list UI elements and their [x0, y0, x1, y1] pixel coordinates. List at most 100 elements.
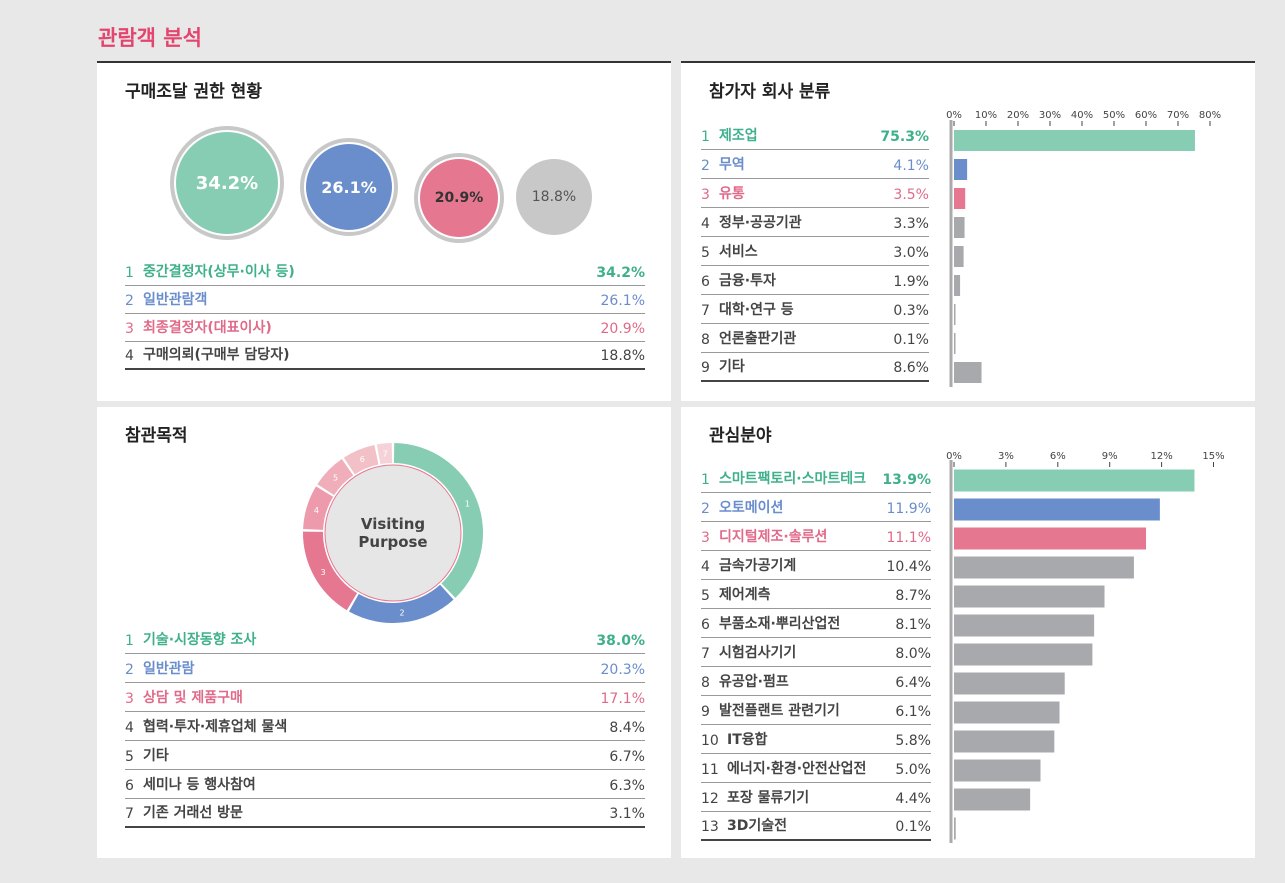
row-value: 8.0%	[895, 646, 931, 662]
purpose-row: 6 세미나 등 행사참여 6.3%	[125, 770, 645, 799]
bar	[954, 130, 1195, 151]
interest-row: 7 시험검사기기 8.0%	[701, 638, 931, 667]
company-title: 참가자 회사 분류	[709, 82, 831, 102]
row-number: 9	[701, 704, 710, 720]
row-label: 일반관람객	[143, 292, 208, 308]
row-value: 6.1%	[895, 704, 931, 720]
bubble-3: 20.9%	[420, 159, 498, 237]
row-number: 3	[125, 321, 134, 337]
bar	[954, 672, 1065, 695]
row-label: 금속가공기계	[719, 558, 797, 574]
interest-row: 11 에너지·환경·안전산업전 5.0%	[701, 754, 931, 783]
authority-row: 1 중간결정자(상무·이사 등) 34.2%	[125, 258, 645, 286]
row-label: 기술·시장동향 조사	[143, 632, 257, 648]
row-number: 3	[701, 530, 710, 546]
row-number: 5	[125, 749, 134, 765]
row-number: 4	[125, 720, 134, 736]
row-value: 8.1%	[895, 617, 931, 633]
row-number: 5	[701, 245, 710, 261]
authority-title: 구매조달 권한 현황	[125, 82, 262, 102]
bar	[954, 788, 1031, 811]
company-row: 2 무역 4.1%	[701, 150, 929, 179]
donut-center-line2: Purpose	[358, 533, 427, 551]
row-value: 3.1%	[609, 806, 645, 822]
tick-label: 70%	[1167, 110, 1189, 121]
row-label: 중간결정자(상무·이사 등)	[143, 264, 295, 280]
bar	[954, 701, 1060, 724]
purpose-row: 5 기타 6.7%	[125, 741, 645, 770]
row-number: 1	[701, 129, 710, 145]
interest-bar-chart: 0% 3% 6% 9% 12% 15%	[946, 451, 1225, 843]
bubble-2-ring	[300, 138, 398, 236]
authority-row: 3 최종결정자(대표이사) 20.9%	[125, 314, 645, 342]
bar	[954, 643, 1093, 666]
bar	[954, 469, 1195, 492]
row-number: 13	[701, 819, 719, 835]
company-bar-chart: 0% 10% 20% 30% 40% 50% 60% 70% 80%	[946, 110, 1221, 387]
row-number: 2	[701, 158, 710, 174]
interest-row: 5 제어계측 8.7%	[701, 580, 931, 609]
row-number: 7	[701, 303, 710, 319]
row-label: 구매의뢰(구매부 담당자)	[143, 347, 290, 363]
row-value: 10.4%	[886, 559, 931, 575]
row-value: 11.9%	[886, 501, 931, 517]
row-number: 7	[701, 646, 710, 662]
row-value: 26.1%	[600, 293, 645, 309]
interest-row: 6 부품소재·뿌리산업전 8.1%	[701, 609, 931, 638]
row-number: 1	[125, 265, 134, 281]
bar	[954, 585, 1105, 608]
donut-center	[324, 464, 462, 602]
row-label: 오토메이션	[719, 500, 784, 516]
company-row: 3 유통 3.5%	[701, 179, 929, 208]
tick-label: 30%	[1039, 110, 1061, 121]
row-label: 기타	[719, 359, 745, 375]
slice-label: 1	[465, 500, 470, 509]
row-number: 9	[701, 360, 710, 376]
row-label: 서비스	[719, 244, 758, 260]
row-number: 6	[701, 617, 710, 633]
company-panel: 참가자 회사 분류 1 제조업 75.3% 2 무역 4.1% 3 유통 3.5% 4 정부·공공기…	[681, 61, 1255, 401]
purpose-row: 7 기존 거래선 방문 3.1%	[125, 799, 645, 828]
row-label: IT융합	[727, 732, 768, 748]
row-number: 4	[701, 559, 710, 575]
donut-slice	[317, 458, 354, 496]
row-label: 상담 및 제품구매	[143, 690, 243, 706]
tick-label: 15%	[1202, 451, 1224, 462]
bar	[954, 362, 982, 383]
bar	[954, 333, 956, 354]
tick-label: 0%	[946, 451, 962, 462]
authority-panel: 구매조달 권한 현황 34.2% 26.1% 20.9% 18.8% 1 중간결정…	[97, 61, 671, 401]
bubble-4: 18.8%	[516, 159, 592, 235]
row-number: 4	[701, 216, 710, 232]
slice-label: 3	[321, 568, 326, 577]
row-number: 6	[125, 778, 134, 794]
interest-row: 2 오토메이션 11.9%	[701, 493, 931, 522]
row-number: 3	[125, 691, 134, 707]
row-label: 유통	[719, 186, 745, 202]
donut-slice	[303, 531, 358, 611]
purpose-title: 참관목적	[125, 426, 188, 446]
donut-slice	[376, 443, 393, 465]
row-value: 8.7%	[895, 588, 931, 604]
authority-row: 4 구매의뢰(구매부 담당자) 18.8%	[125, 342, 645, 370]
donut-slice	[348, 584, 454, 623]
company-row: 1 제조업 75.3%	[701, 121, 929, 150]
row-value: 0.3%	[893, 303, 929, 319]
interest-row: 8 유공압·펌프 6.4%	[701, 667, 931, 696]
row-label: 협력·투자·제휴업체 물색	[143, 719, 288, 735]
row-value: 8.6%	[893, 360, 929, 376]
row-number: 12	[701, 791, 719, 807]
interest-row: 12 포장 물류기기 4.4%	[701, 783, 931, 812]
row-label: 대학·연구 등	[719, 302, 794, 318]
bar	[954, 614, 1095, 637]
company-row: 8 언론출판기관 0.1%	[701, 324, 929, 353]
purpose-row: 1 기술·시장동향 조사 38.0%	[125, 625, 645, 654]
row-label: 일반관람	[143, 661, 195, 677]
row-label: 포장 물류기기	[727, 790, 810, 806]
donut-slice	[343, 444, 379, 475]
bubble-2: 26.1%	[306, 144, 392, 230]
bubble-1-ring	[170, 126, 284, 240]
slice-label: 7	[383, 449, 388, 458]
bar	[954, 304, 956, 325]
